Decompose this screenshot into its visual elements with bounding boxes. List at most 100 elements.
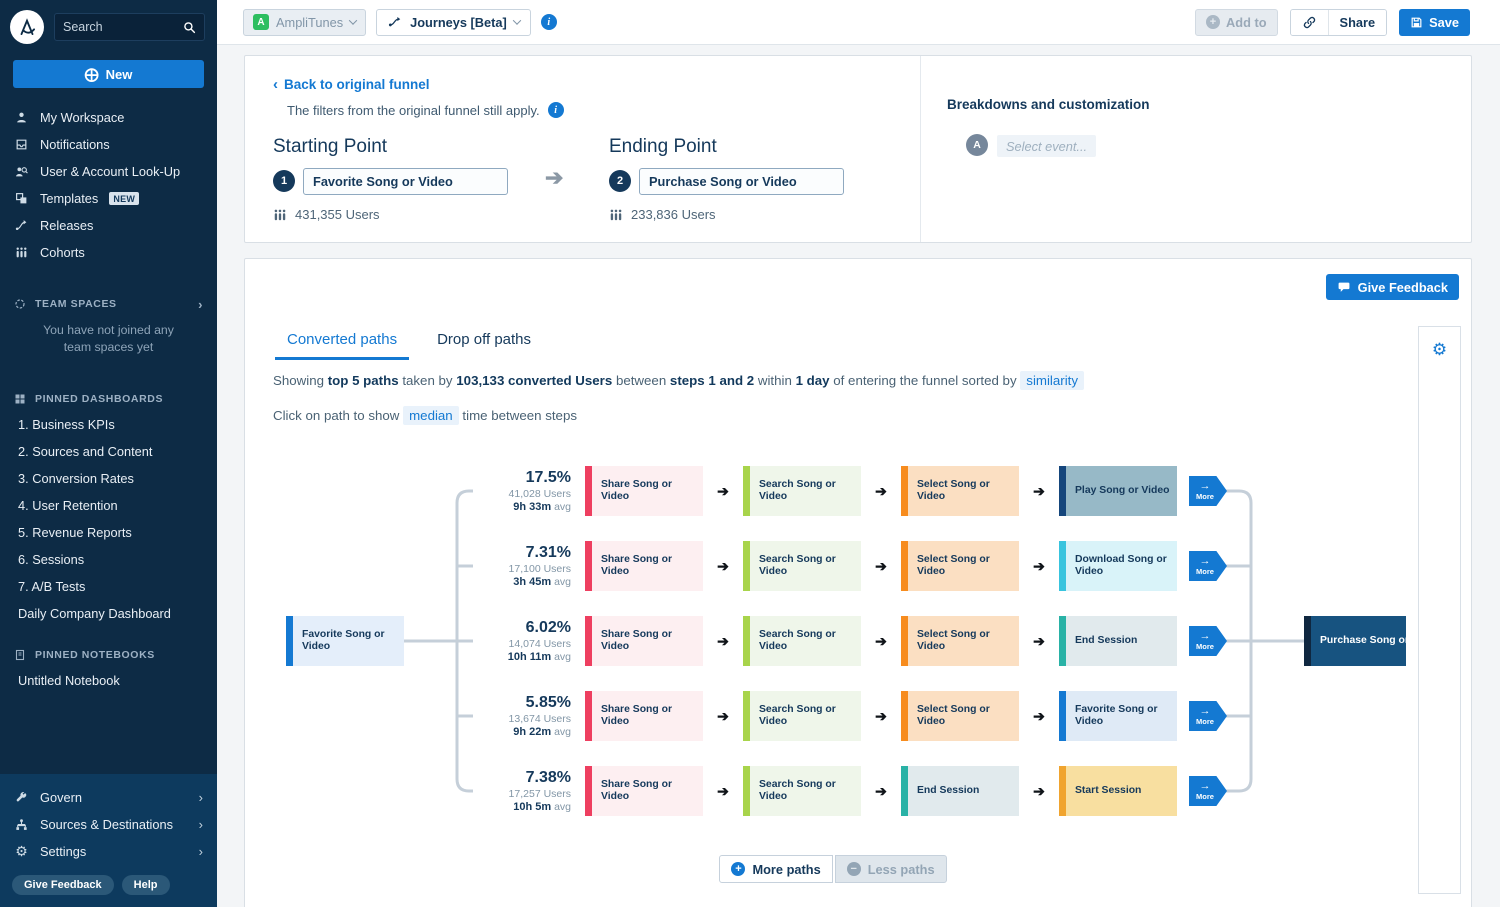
starting-event-input[interactable]: Favorite Song or Video	[303, 168, 508, 195]
tab-drop-off-paths[interactable]: Drop off paths	[437, 331, 532, 348]
sidebar-item-settings[interactable]: ⚙ Settings ›	[15, 843, 203, 859]
team-spaces-header[interactable]: TEAM SPACES ›	[0, 292, 217, 316]
feedback-bubble-icon	[1338, 282, 1350, 292]
starting-point-title: Starting Point	[273, 136, 388, 157]
wrench-icon	[14, 791, 29, 804]
sort-by-link[interactable]: similarity	[1020, 371, 1085, 390]
view-selector[interactable]: Journeys [Beta]	[376, 8, 531, 36]
sidebar-item-user-account-lookup[interactable]: User & Account Look-Up	[0, 158, 217, 185]
path-row[interactable]: 17.5% 41,028 Users 9h 33m avg Share Song…	[461, 466, 1227, 516]
info-icon[interactable]: i	[547, 102, 564, 118]
sidebar-item-dashboard[interactable]: Daily Company Dashboard	[18, 606, 171, 622]
starting-users-count: 431,355 Users	[273, 207, 380, 222]
sidebar-item-notifications[interactable]: Notifications	[0, 131, 217, 158]
ending-event-input[interactable]: Purchase Song or Video	[639, 168, 844, 195]
path-step[interactable]: Search Song or Video	[743, 541, 861, 591]
select-event-input[interactable]: Select event...	[997, 135, 1097, 157]
path-step[interactable]: Select Song or Video	[901, 691, 1019, 741]
plus-circle-icon: +	[731, 862, 746, 876]
add-to-button[interactable]: + Add to	[1195, 8, 1278, 36]
path-step[interactable]: Play Song or Video	[1059, 466, 1177, 516]
share-button[interactable]: Share	[1328, 9, 1387, 35]
sidebar-item-cohorts[interactable]: Cohorts	[0, 239, 217, 266]
team-spaces-icon	[15, 299, 25, 309]
path-row[interactable]: 6.02% 14,074 Users 10h 11m avg Share Son…	[461, 616, 1227, 666]
path-step[interactable]: End Session	[901, 766, 1019, 816]
project-name: AmpliTunes	[276, 14, 344, 30]
chevron-right-icon: ›	[198, 817, 203, 832]
path-step[interactable]: Share Song or Video	[585, 541, 703, 591]
arrow-icon: ➔	[717, 782, 729, 799]
sidebar-item-govern[interactable]: Govern ›	[0, 784, 217, 811]
path-step[interactable]: Search Song or Video	[743, 691, 861, 741]
median-link[interactable]: median	[403, 406, 459, 425]
help-button[interactable]: Help	[121, 875, 170, 895]
sidebar-item-dashboard[interactable]: 3. Conversion Rates	[18, 471, 134, 487]
path-step[interactable]: Select Song or Video	[901, 616, 1019, 666]
funnel-summary-card: ‹ Back to original funnel The filters fr…	[244, 55, 1472, 243]
more-button[interactable]: → More	[1189, 551, 1227, 581]
new-button[interactable]: ⨁ New	[13, 60, 204, 88]
users-icon	[610, 209, 622, 220]
path-row[interactable]: 7.31% 17,100 Users 3h 45m avg Share Song…	[461, 541, 1227, 591]
gear-icon[interactable]: ⚙	[1431, 340, 1448, 359]
copy-link-button[interactable]	[1290, 9, 1329, 35]
path-step[interactable]: Start Session	[1059, 766, 1177, 816]
more-button[interactable]: → More	[1189, 776, 1227, 806]
give-feedback-button[interactable]: Give Feedback	[12, 875, 114, 895]
ending-users-count: 233,836 Users	[609, 207, 716, 222]
sidebar-nav: My Workspace Notifications User & Accoun…	[0, 104, 217, 266]
sidebar-bottom-section: Govern › Sources & Destinations › ⚙ Sett…	[0, 774, 217, 907]
save-button[interactable]: Save	[1399, 8, 1470, 36]
more-button[interactable]: → More	[1189, 626, 1227, 656]
project-selector[interactable]: A AmpliTunes	[243, 8, 367, 36]
sidebar-item-dashboard[interactable]: 6. Sessions	[18, 552, 85, 568]
info-icon[interactable]: i	[540, 14, 557, 30]
sources-destinations-icon	[14, 818, 29, 831]
more-button[interactable]: → More	[1189, 476, 1227, 506]
chevron-right-icon: ›	[198, 844, 203, 859]
path-row[interactable]: 7.38% 17,257 Users 10h 5m avg Share Song…	[461, 766, 1227, 816]
sidebar-item-sources-destinations[interactable]: Sources & Destinations ›	[0, 811, 217, 838]
give-feedback-button[interactable]: Give Feedback	[1325, 274, 1459, 300]
path-row[interactable]: 5.85% 13,674 Users 9h 22m avg Share Song…	[461, 691, 1227, 741]
sidebar-item-notebook[interactable]: Untitled Notebook	[18, 673, 120, 689]
path-step[interactable]: Search Song or Video	[743, 766, 861, 816]
search-input[interactable]: Search	[54, 13, 205, 41]
chevron-right-icon[interactable]: ›	[198, 296, 203, 312]
path-step[interactable]: Search Song or Video	[743, 616, 861, 666]
start-node[interactable]: Favorite Song or Video	[286, 616, 404, 666]
back-to-funnel-link[interactable]: ‹ Back to original funnel	[273, 76, 430, 93]
more-paths-button[interactable]: + More paths	[719, 855, 833, 883]
sidebar-item-dashboard[interactable]: 2. Sources and Content	[18, 444, 153, 460]
path-step[interactable]: End Session	[1059, 616, 1177, 666]
tab-converted-paths[interactable]: Converted paths	[275, 331, 410, 360]
path-step[interactable]: Download Song or Video	[1059, 541, 1177, 591]
sidebar-item-releases[interactable]: Releases	[0, 212, 217, 239]
amplitude-logo[interactable]	[10, 10, 44, 44]
path-stats: 5.85% 13,674 Users 9h 22m avg	[508, 693, 571, 738]
less-paths-button[interactable]: − Less paths	[834, 855, 947, 883]
sidebar-item-templates[interactable]: Templates NEW	[0, 185, 217, 212]
sidebar-item-my-workspace[interactable]: My Workspace	[0, 104, 217, 131]
path-step[interactable]: Share Song or Video	[585, 616, 703, 666]
path-step[interactable]: Share Song or Video	[585, 466, 703, 516]
sidebar-item-dashboard[interactable]: 1. Business KPIs	[18, 417, 115, 433]
sidebar-item-dashboard[interactable]: 7. A/B Tests	[18, 579, 86, 595]
path-step[interactable]: Select Song or Video	[901, 466, 1019, 516]
path-step[interactable]: Favorite Song or Video	[1059, 691, 1177, 741]
sidebar-item-dashboard[interactable]: 5. Revenue Reports	[18, 525, 132, 541]
pinned-dashboards-header: PINNED DASHBOARDS	[0, 387, 217, 411]
path-step[interactable]: Select Song or Video	[901, 541, 1019, 591]
pinned-notebooks-icon	[15, 650, 25, 661]
path-step[interactable]: Share Song or Video	[585, 691, 703, 741]
releases-icon	[14, 219, 29, 232]
gear-icon: ⚙	[15, 843, 28, 859]
sidebar: Search ⨁ New My Workspace Notifications …	[0, 0, 217, 907]
more-button[interactable]: → More	[1189, 701, 1227, 731]
path-step[interactable]: Search Song or Video	[743, 466, 861, 516]
arrow-icon: ➔	[1033, 707, 1045, 724]
end-node[interactable]: Purchase Song or Video	[1304, 616, 1406, 666]
sidebar-item-dashboard[interactable]: 4. User Retention	[18, 498, 118, 514]
path-step[interactable]: Share Song or Video	[585, 766, 703, 816]
